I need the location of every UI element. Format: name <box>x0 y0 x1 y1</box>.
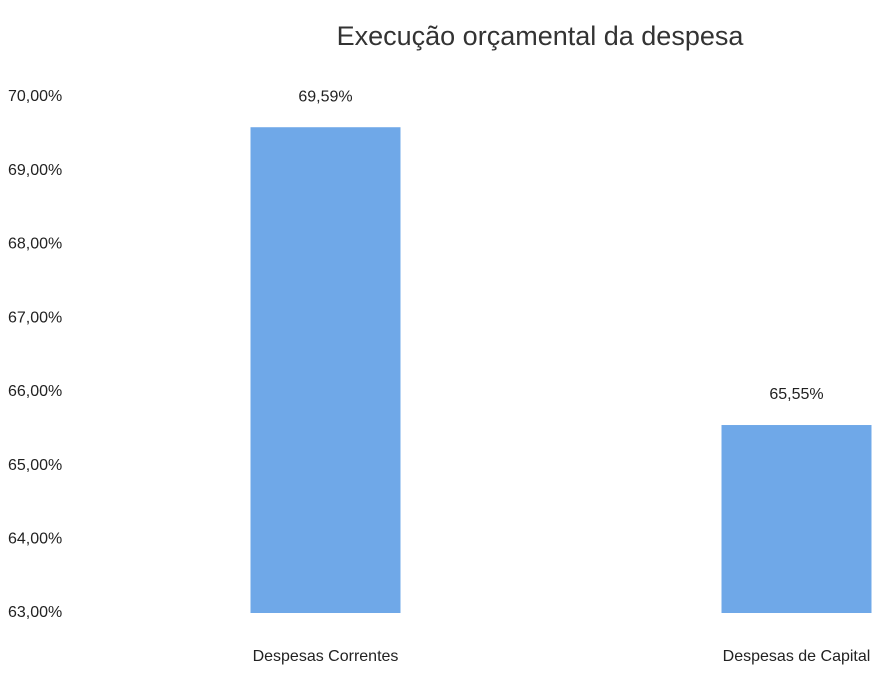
bar <box>721 425 872 613</box>
y-tick-label: 69,00% <box>8 162 62 179</box>
y-tick-label: 70,00% <box>8 88 62 105</box>
y-tick-label: 64,00% <box>8 531 62 548</box>
x-tick-label: Despesas de Capital <box>723 648 871 665</box>
chart-title: Execução orçamental da despesa <box>337 21 745 51</box>
y-tick-label: 67,00% <box>8 309 62 326</box>
y-tick-label: 63,00% <box>8 604 62 621</box>
x-tick-label: Despesas Correntes <box>253 648 399 665</box>
y-tick-label: 66,00% <box>8 383 62 400</box>
y-tick-label: 68,00% <box>8 236 62 253</box>
y-tick-label: 65,00% <box>8 457 62 474</box>
data-label: 65,55% <box>769 386 823 403</box>
data-label: 69,59% <box>298 88 352 105</box>
bar <box>250 127 401 614</box>
